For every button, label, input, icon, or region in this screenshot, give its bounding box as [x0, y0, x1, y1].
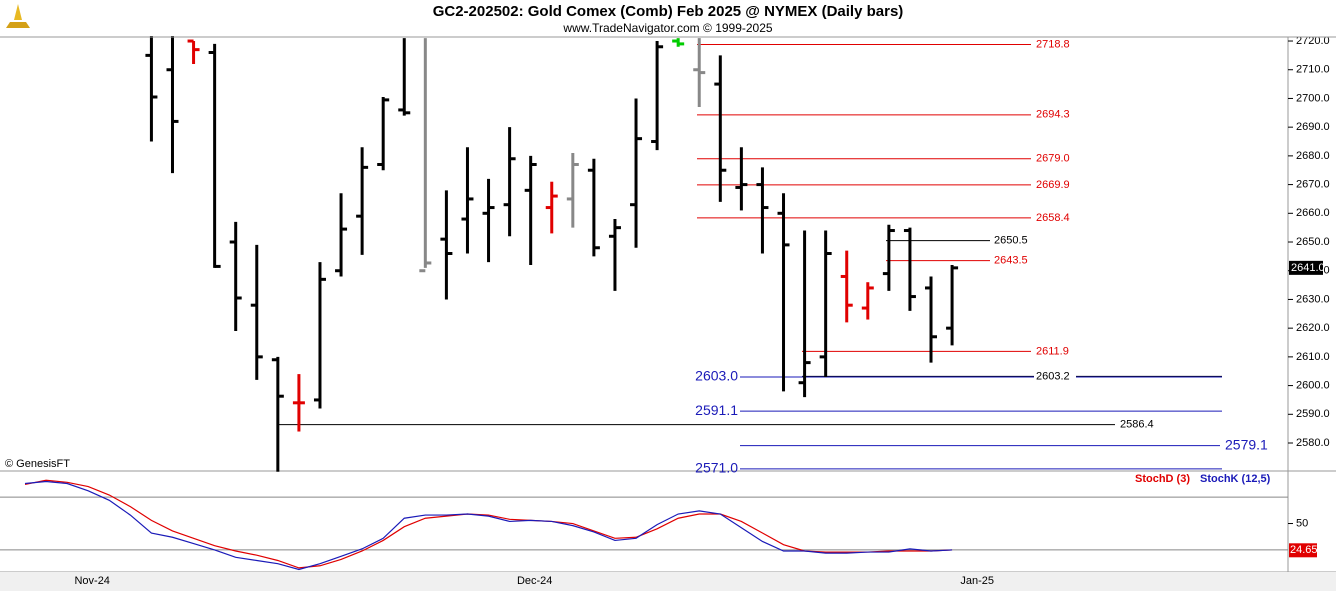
level-label-bg: [992, 253, 1034, 268]
level-label-bg: [1034, 177, 1076, 192]
level-label: 2650.5: [994, 234, 1028, 246]
logo-base: [6, 22, 30, 28]
logo: [6, 4, 30, 28]
level-label: 2611.9: [1036, 345, 1069, 357]
level-label: 2694.3: [1036, 109, 1070, 121]
level-label: 2643.5: [994, 255, 1028, 267]
y-tick-label: 2610.0: [1296, 351, 1330, 363]
level-label: 2586.4: [1120, 419, 1154, 431]
level-label-bg: [1118, 417, 1160, 432]
x-tick-label: Nov-24: [74, 575, 109, 587]
level-label: 2603.2: [1036, 370, 1070, 382]
stoch-line: [24, 480, 953, 571]
level-label-bg: [1034, 151, 1076, 166]
y-tick-label: 2630.0: [1296, 293, 1330, 305]
x-axis-band: [0, 572, 1336, 591]
level-label-bg: [1034, 210, 1076, 225]
y-tick-label: 2600.0: [1296, 379, 1330, 391]
y-tick-label: 2700.0: [1296, 92, 1330, 104]
level-label: 2718.8: [1036, 38, 1070, 50]
logo-top: [14, 4, 22, 20]
level-label: 2669.9: [1036, 179, 1070, 191]
y-tick-label: 2590.0: [1296, 408, 1330, 420]
last-price-label: 2641.0: [1291, 262, 1325, 274]
level-label-bg: [992, 233, 1034, 248]
legend-entry: StochK (12,5): [1200, 473, 1271, 485]
y-tick-label: 2670.0: [1296, 178, 1330, 190]
legend-entry: StochD (3): [1135, 473, 1190, 485]
level-label: 2679.0: [1036, 153, 1070, 165]
level-label: 2591.1: [695, 402, 738, 418]
x-tick-label: Dec-24: [517, 575, 552, 587]
y-tick-label: 2680.0: [1296, 150, 1330, 162]
x-tick-label: Jan-25: [960, 575, 994, 587]
y-tick-label: 2580.0: [1296, 437, 1330, 449]
y-tick-label: 2720.0: [1296, 35, 1330, 47]
chart-title: GC2-202502: Gold Comex (Comb) Feb 2025 @…: [433, 3, 904, 20]
chart-subtitle: www.TradeNavigator.com © 1999-2025: [562, 21, 772, 35]
level-label: 2603.0: [695, 368, 738, 384]
level-label: 2571.0: [695, 460, 738, 476]
stoch-line: [24, 479, 953, 569]
level-label-bg: [1034, 107, 1076, 122]
last-price-box: [1289, 260, 1323, 275]
y-tick-label: 2660.0: [1296, 207, 1330, 219]
credit: © GenesisFT: [5, 458, 70, 470]
level-label: 2658.4: [1036, 212, 1070, 224]
y-tick-label: 2710.0: [1296, 64, 1330, 76]
last-value-box: [1289, 543, 1317, 558]
y-tick-label: 2650.0: [1296, 236, 1330, 248]
last-value-label: 24.65: [1290, 544, 1318, 556]
y-tick-label: 2690.0: [1296, 121, 1330, 133]
panel-mask: [0, 0, 1288, 36]
level-label-bg: [1034, 344, 1076, 359]
level-label: 2579.1: [1225, 436, 1268, 452]
level-label-bg: [1034, 369, 1076, 384]
level-label-bg: [1034, 37, 1076, 52]
y-tick-label: 50: [1296, 517, 1308, 529]
y-tick-label: 2620.0: [1296, 322, 1330, 334]
